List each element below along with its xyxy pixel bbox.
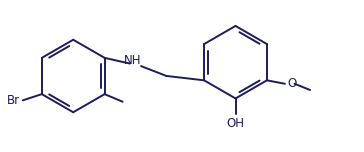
- Text: Br: Br: [7, 94, 20, 107]
- Text: NH: NH: [124, 54, 142, 67]
- Text: O: O: [287, 77, 296, 90]
- Text: OH: OH: [226, 117, 245, 130]
